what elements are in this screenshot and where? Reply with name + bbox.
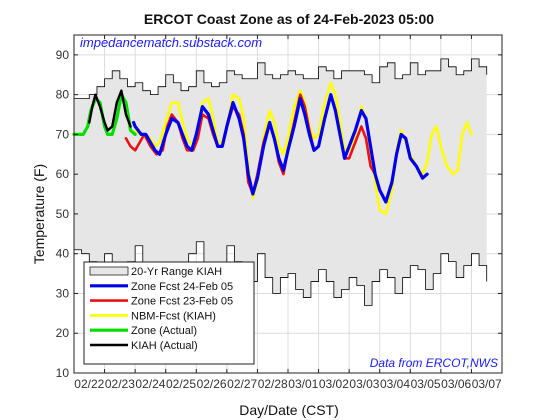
x-tick-label: 02/23 bbox=[105, 377, 135, 391]
x-tick-label: 02/25 bbox=[166, 377, 196, 391]
y-tick-label: 80 bbox=[56, 88, 70, 102]
x-axis-label: Day/Date (CST) bbox=[239, 402, 339, 418]
zone-actual-line bbox=[72, 93, 137, 137]
legend-label: 20-Yr Range KIAH bbox=[131, 266, 222, 278]
chart-title: ERCOT Coast Zone as of 24-Feb-2023 05:00 bbox=[144, 11, 434, 27]
zone-fcst-24-feb-line bbox=[132, 93, 429, 204]
y-tick-label: 60 bbox=[56, 167, 70, 181]
legend-entry-kiah-actual: KIAH (Actual) bbox=[90, 340, 198, 352]
x-tick-label: 03/03 bbox=[349, 377, 379, 391]
x-tick-label: 02/28 bbox=[258, 377, 288, 391]
x-tick-label: 02/24 bbox=[135, 377, 165, 391]
legend-entry-range: 20-Yr Range KIAH bbox=[89, 266, 222, 278]
legend-entry-zone-fcst-24: Zone Fcst 24-Feb 05 bbox=[90, 281, 233, 293]
legend-swatch bbox=[89, 266, 129, 276]
kiah-actual-line bbox=[88, 89, 132, 132]
legend-label: Zone (Actual) bbox=[131, 325, 197, 337]
legend-entry-nbm: NBM-Fcst (KIAH) bbox=[90, 310, 216, 322]
x-tick-label: 03/01 bbox=[288, 377, 318, 391]
legend-label: NBM-Fcst (KIAH) bbox=[131, 310, 216, 322]
legend-label: KIAH (Actual) bbox=[131, 340, 198, 352]
x-tick-label: 03/07 bbox=[472, 377, 502, 391]
credit-text: Data from ERCOT,NWS bbox=[370, 356, 498, 370]
legend: 20-Yr Range KIAH Zone Fcst 24-Feb 05 Zone … bbox=[83, 261, 255, 365]
watermark-text: impedancematch.substack.com bbox=[80, 35, 262, 50]
y-tick-label: 70 bbox=[56, 127, 70, 141]
range-band-upper-edge bbox=[74, 58, 488, 100]
y-tick-label: 90 bbox=[56, 48, 70, 62]
x-tick-label: 02/27 bbox=[227, 377, 257, 391]
y-axis-label: Temperature (F) bbox=[31, 164, 47, 264]
x-tick-label: 02/26 bbox=[197, 377, 227, 391]
y-tick-label: 40 bbox=[56, 247, 70, 261]
legend-box bbox=[83, 261, 255, 365]
legend-label: Zone Fcst 23-Feb 05 bbox=[131, 296, 233, 308]
x-tick-label: 03/02 bbox=[319, 377, 349, 391]
y-tick-label: 20 bbox=[56, 326, 70, 340]
legend-entry-zone-actual: Zone (Actual) bbox=[90, 325, 197, 337]
y-tick-label: 10 bbox=[56, 366, 70, 380]
x-tick-label: 03/04 bbox=[380, 377, 410, 391]
x-tick-label: 03/05 bbox=[411, 377, 441, 391]
x-tick-label: 02/22 bbox=[74, 377, 104, 391]
y-tick-label: 50 bbox=[56, 207, 70, 221]
legend-label: Zone Fcst 24-Feb 05 bbox=[131, 281, 233, 293]
x-tick-label: 03/06 bbox=[441, 377, 471, 391]
y-tick-label: 30 bbox=[56, 286, 70, 300]
legend-entry-zone-fcst-23: Zone Fcst 23-Feb 05 bbox=[90, 296, 233, 308]
